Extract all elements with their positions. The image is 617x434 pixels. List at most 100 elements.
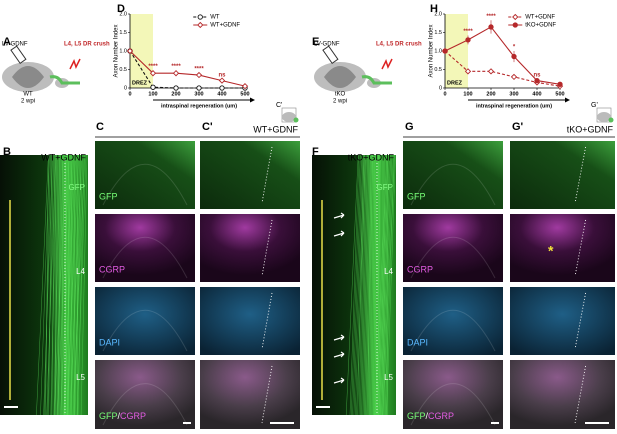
- axon-fiber: [358, 154, 366, 416]
- drez-region: [445, 14, 468, 88]
- zoom-image: [200, 287, 300, 355]
- y-axis-label: Axon Number Index: [429, 24, 435, 77]
- panel-letter: B: [3, 146, 11, 158]
- genotype-label: WT: [23, 92, 33, 98]
- zoom-image: [200, 214, 300, 282]
- axon-fiber: [363, 154, 371, 416]
- axon-fiber: [386, 154, 396, 416]
- axon-fiber: [47, 154, 54, 416]
- axon-fiber: [367, 154, 372, 416]
- section-image: [403, 141, 503, 209]
- time-label: 2 wpi: [21, 99, 35, 105]
- significance: ****: [486, 14, 496, 20]
- significance: ****: [171, 64, 181, 70]
- dotted-line: [261, 292, 273, 350]
- regen-arrowhead: [565, 97, 570, 103]
- legend-marker: [197, 14, 203, 20]
- section-image: [95, 214, 195, 282]
- arrow: [333, 230, 345, 237]
- section-image: [403, 287, 503, 355]
- axon-fiber: [70, 154, 81, 416]
- cord-outline: [102, 236, 188, 279]
- y-tick-label: 1.0: [119, 48, 127, 54]
- axon-fiber: [57, 154, 70, 416]
- longitudinal-image: [0, 155, 88, 415]
- axon-fiber: [80, 154, 88, 416]
- data-point: [173, 85, 179, 91]
- inset-label: G': [591, 102, 598, 109]
- dotted-line: [261, 146, 273, 204]
- level-label: L4: [76, 267, 85, 276]
- x-axis-label: intraspinal regeneration (um): [161, 103, 237, 109]
- data-point: [172, 70, 180, 77]
- region-label: DREZ: [132, 80, 148, 86]
- crush: [69, 58, 81, 70]
- data-point: [150, 84, 156, 90]
- syringe: [10, 45, 27, 64]
- data-point: [557, 81, 563, 87]
- axon-fiber: [352, 154, 362, 416]
- cord-outline: [102, 163, 188, 206]
- stain-label: GFP: [99, 191, 118, 201]
- legend-marker: [512, 22, 518, 28]
- merge-part: /: [426, 411, 429, 421]
- region-label: DREZ: [447, 80, 463, 86]
- stain-label: CGRP: [99, 264, 125, 274]
- dotted-line: [574, 146, 587, 204]
- condition-label: tKO+GDNF: [348, 152, 395, 162]
- x-tick-label: 400: [217, 91, 226, 97]
- y-tick-label: 1.5: [434, 30, 442, 36]
- data-point: [442, 48, 448, 54]
- root: [49, 75, 80, 85]
- y-tick-label: 2.0: [434, 11, 442, 17]
- crush: [381, 58, 393, 70]
- section-image: [95, 287, 195, 355]
- merge-part: CGRP: [428, 411, 454, 421]
- axon-fiber: [60, 154, 73, 416]
- cord-outline: [102, 383, 188, 426]
- axon-fiber: [67, 154, 71, 416]
- axon-fiber: [360, 154, 367, 416]
- axon-fiber: [60, 154, 65, 416]
- axon-fiber: [384, 154, 395, 416]
- x-tick-label: 400: [532, 91, 541, 97]
- data-point: [534, 77, 540, 84]
- dotted-line: [574, 219, 587, 277]
- dotted-line: [574, 292, 587, 350]
- data-point: [464, 68, 472, 75]
- stain-label: GFP: [377, 183, 393, 192]
- stain-label: GFP: [407, 191, 426, 201]
- dotted-line: [261, 219, 273, 277]
- significance: ns: [218, 72, 226, 78]
- legend-label: WT+GDNF: [525, 15, 555, 21]
- significance: ns: [533, 72, 541, 78]
- condition-label: WT+GDNF: [253, 124, 298, 134]
- gray-matter: [12, 66, 44, 88]
- x-tick-label: 300: [509, 91, 518, 97]
- data-point: [241, 83, 249, 90]
- panel-letter: C': [202, 121, 213, 133]
- arrow: [333, 377, 345, 384]
- axon-fiber: [353, 154, 364, 416]
- stain-label: DAPI: [407, 337, 428, 347]
- axon-fiber: [73, 154, 84, 416]
- regen-arrowhead: [250, 97, 255, 103]
- legend-label: WT: [210, 15, 220, 21]
- root: [361, 75, 392, 85]
- x-tick-label: 100: [463, 91, 472, 97]
- x-axis-label: intraspinal regeneration (um): [476, 103, 552, 109]
- level-label: L5: [76, 373, 85, 382]
- dotted-line: [261, 365, 273, 424]
- axon-fiber: [45, 154, 49, 416]
- merge-part: CGRP: [120, 411, 146, 421]
- inset-cord: [597, 112, 611, 122]
- axon-fiber: [74, 154, 82, 416]
- series-line: [129, 50, 245, 89]
- zoom-image: [510, 287, 615, 355]
- x-tick-label: 0: [443, 91, 446, 97]
- axon-fiber: [63, 154, 76, 416]
- zoom-image: [510, 360, 615, 429]
- inset-drg: [293, 117, 299, 123]
- stain-label: CGRP: [407, 264, 433, 274]
- data-point: [488, 24, 494, 30]
